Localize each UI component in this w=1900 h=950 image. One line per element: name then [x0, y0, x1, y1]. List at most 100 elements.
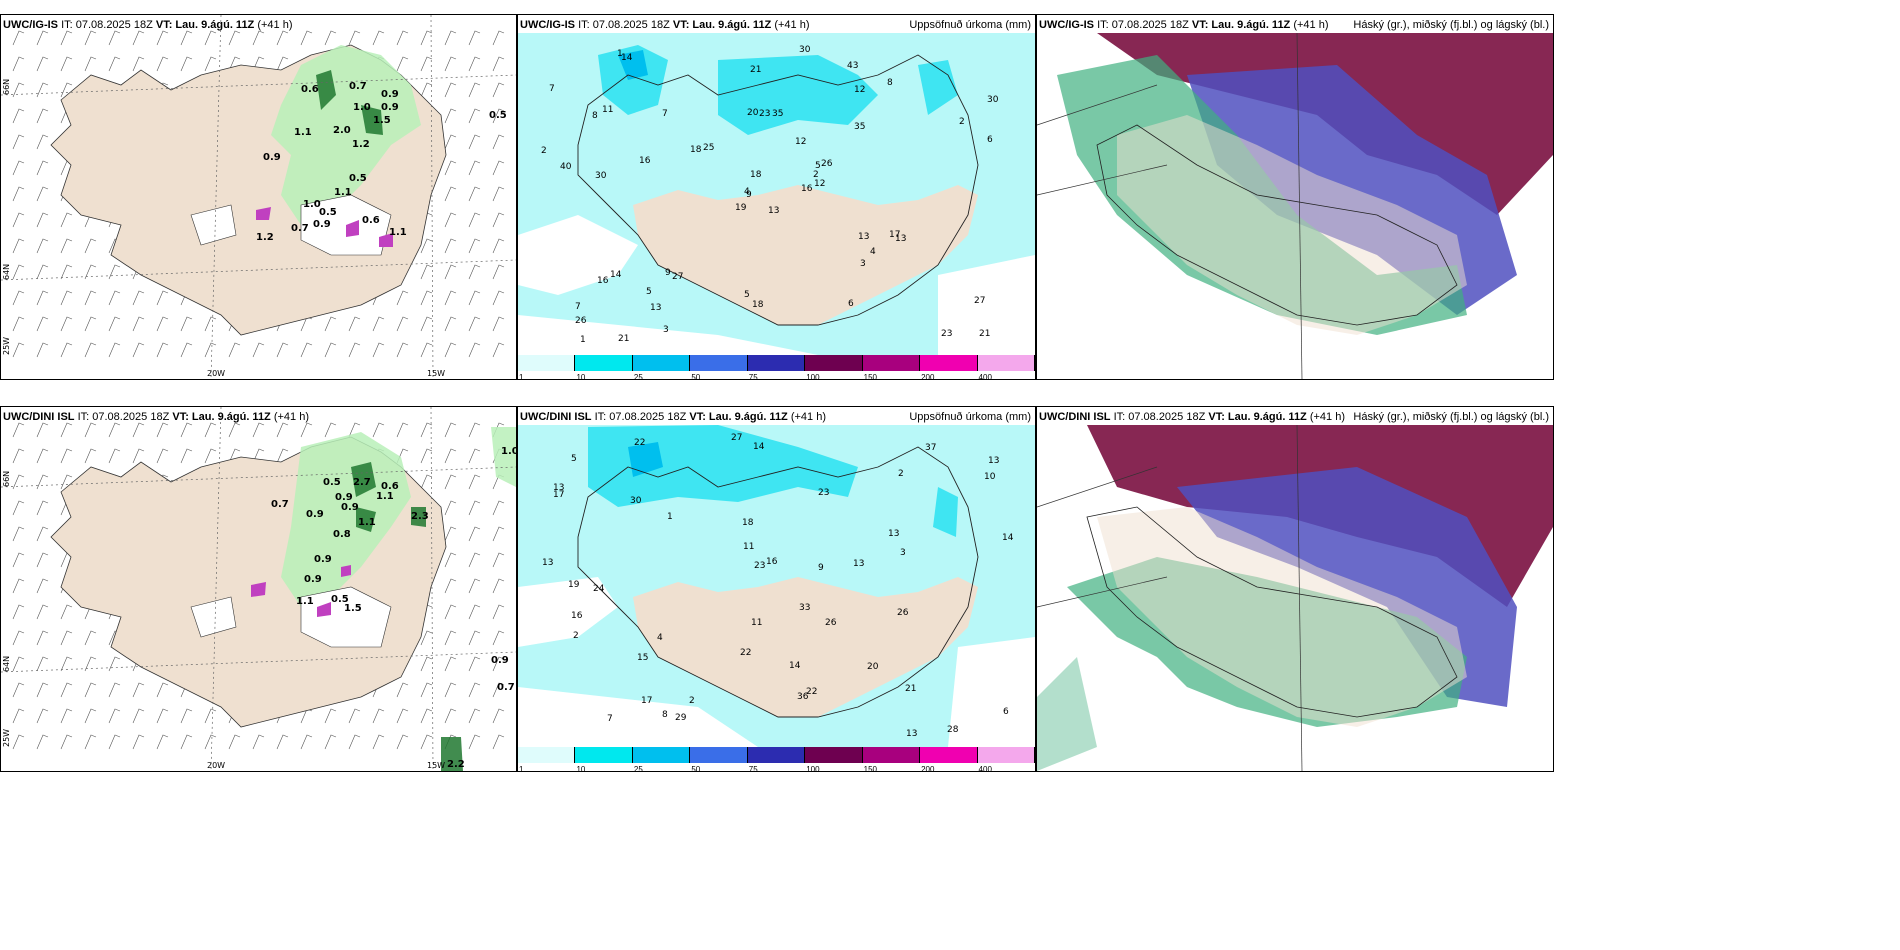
precip-value: 30 [595, 171, 607, 181]
precip-value: 19 [568, 580, 580, 590]
wind-barb [60, 238, 73, 254]
gust-value: 0.6 [362, 215, 380, 226]
wind-barb [420, 474, 433, 490]
wind-barb [204, 342, 217, 358]
wind-barb [444, 656, 457, 672]
coastline [577, 54, 979, 326]
panel-title: UWC/IG-IS IT: 07.08.2025 18Z VT: Lau. 9.… [1039, 19, 1329, 31]
wind-barb [36, 160, 49, 176]
wind-barb [36, 186, 49, 202]
wind-barb [468, 604, 481, 620]
precip-value: 6 [987, 135, 993, 145]
wind-barb [60, 474, 73, 490]
precip-value: 13 [906, 729, 917, 739]
precip-value: 10 [984, 472, 996, 482]
wind-barb [444, 630, 457, 646]
wind-barb [180, 56, 193, 72]
wind-barb [444, 342, 457, 358]
wind-barb [372, 708, 385, 724]
precip-value: 14 [610, 270, 622, 280]
precip-value: 5 [744, 290, 750, 300]
precip-value: 7 [662, 109, 668, 119]
wind-barb [84, 734, 97, 750]
wind-barb [36, 212, 49, 228]
colorbar-swatch [690, 747, 748, 763]
precip-value: 12 [795, 137, 806, 147]
wind-barb [396, 708, 409, 724]
wind-barb [156, 290, 169, 306]
wind-barb [324, 422, 337, 438]
gust-value: 0.7 [497, 682, 515, 693]
precip-value: 30 [799, 45, 811, 55]
precip-value: 8 [887, 78, 893, 88]
precip-value: 23 [759, 109, 770, 119]
gust-value: 0.9 [306, 509, 324, 520]
gust-value: 0.9 [381, 102, 399, 113]
precip-value: 17 [641, 696, 652, 706]
precip-value: 20 [747, 108, 759, 118]
wind-barb [36, 238, 49, 254]
gust-value: 1.1 [294, 127, 312, 138]
wind-barb [300, 30, 313, 46]
wind-barb [396, 422, 409, 438]
wind-barb [12, 212, 25, 228]
wind-barb [108, 734, 121, 750]
precip-value: 36 [797, 692, 809, 702]
wind-barb [180, 316, 193, 332]
precip-value: 43 [847, 61, 858, 71]
wind-barb [420, 290, 433, 306]
lon-label: 20W [207, 369, 225, 378]
wind-barb [420, 264, 433, 280]
precip-value: 20 [867, 662, 879, 672]
precip-value: 30 [630, 496, 642, 506]
wind-barb [156, 448, 169, 464]
precip-value: 3 [663, 325, 669, 335]
colorbar-swatch [747, 355, 806, 371]
wind-barb [492, 238, 505, 254]
wind-barb [132, 56, 145, 72]
wind-barb [228, 30, 241, 46]
wind-barb [444, 264, 457, 280]
wind-barb [420, 656, 433, 672]
wind-barb [108, 656, 121, 672]
wind-barb [468, 526, 481, 542]
colorbar-swatch [977, 747, 1035, 763]
wind-barb [204, 56, 217, 72]
wind-barb [348, 422, 361, 438]
colorbar-tick: 200 [921, 373, 935, 380]
wind-barb [492, 734, 505, 750]
wind-barb [12, 316, 25, 332]
panel-right-title: Háský (gr.), miðský (fj.bl.) og lágský (… [1353, 411, 1549, 423]
wind-barb [444, 316, 457, 332]
precip-value: 12 [814, 179, 825, 189]
precip-value: 27 [731, 433, 742, 443]
wind-barb [132, 316, 145, 332]
wind-barb [36, 708, 49, 724]
gust-value: 0.9 [335, 492, 353, 503]
wind-barb [36, 108, 49, 124]
wind-barb [60, 604, 73, 620]
wind-barb [492, 30, 505, 46]
wind-barb [36, 604, 49, 620]
wind-barb [132, 734, 145, 750]
colorbar-swatch [862, 747, 921, 763]
wind-barb [252, 30, 265, 46]
wind-barb [84, 30, 97, 46]
wind-barb [276, 30, 289, 46]
precip-value: 13 [988, 456, 999, 466]
wind-barb [60, 734, 73, 750]
wind-barb [372, 316, 385, 332]
wind-barb [180, 734, 193, 750]
iceland-land [1117, 115, 1467, 335]
precip-value: 27 [672, 272, 683, 282]
lat-label: 66N [2, 79, 11, 95]
wind-barb [444, 108, 457, 124]
wind-barb [12, 30, 25, 46]
wind-barb [468, 474, 481, 490]
wind-barb [396, 316, 409, 332]
wind-barb [492, 342, 505, 358]
wind-barb [204, 316, 217, 332]
precip-value: 21 [750, 65, 761, 75]
gust-value: 1.0 [501, 446, 516, 457]
wind-barb [228, 56, 241, 72]
